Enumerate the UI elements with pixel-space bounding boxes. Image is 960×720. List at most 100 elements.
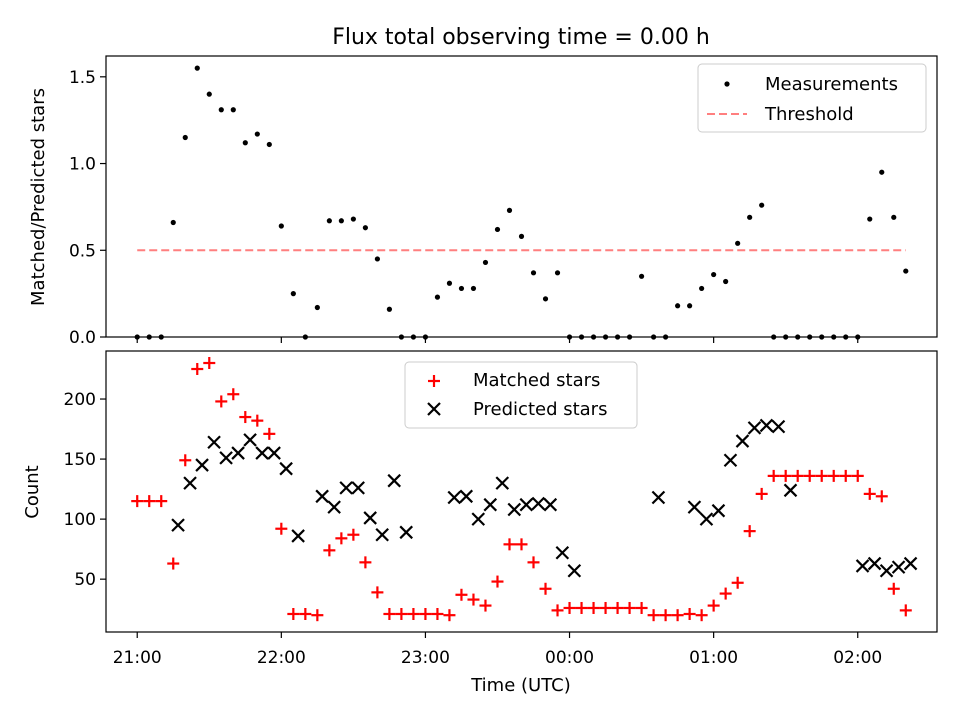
predicted-star-point <box>567 563 582 578</box>
predicted-star-point <box>363 511 377 525</box>
matched-star-point <box>215 395 228 408</box>
predicted-star-point <box>879 563 894 578</box>
predicted-star-point <box>315 489 329 504</box>
x-axis-label: Time (UTC) <box>470 675 571 696</box>
x-tick-label: 01:00 <box>689 648 738 668</box>
predicted-star-point <box>183 476 197 490</box>
bottom-legend: Matched stars Predicted stars <box>404 361 638 429</box>
bottom-y-tick-label: 50 <box>74 570 96 590</box>
chart-title: Flux total observing time = 0.00 h <box>332 25 710 50</box>
legend-matched-marker <box>428 375 440 387</box>
matched-star-point <box>395 607 408 620</box>
bottom-y-axis-label: Count <box>22 465 43 518</box>
measurement-point <box>254 131 260 137</box>
matched-star-point <box>275 522 288 535</box>
matched-star-point <box>443 609 456 622</box>
predicted-star-point <box>747 421 762 435</box>
top-y-tick-label: 0.5 <box>69 241 96 261</box>
matched-star-point <box>779 469 792 482</box>
legend-predicted-label: Predicted stars <box>473 399 607 420</box>
matched-star-point <box>743 525 756 538</box>
top-legend: Measurements Threshold <box>697 63 927 133</box>
matched-star-point <box>263 427 276 440</box>
measurement-point <box>506 207 513 213</box>
matched-star-point <box>131 495 144 508</box>
measurement-point <box>675 303 681 309</box>
predicted-star-point <box>255 446 269 460</box>
predicted-star-point <box>543 497 558 512</box>
measurement-point <box>759 202 765 208</box>
predicted-star-point <box>387 473 401 488</box>
x-tick-label: 22:00 <box>257 648 306 668</box>
measurement-point <box>747 214 753 220</box>
matched-star-point <box>527 556 540 569</box>
measurement-point <box>374 256 380 262</box>
bottom-y-tick-label: 150 <box>64 450 96 470</box>
matched-star-point <box>575 601 588 614</box>
predicted-star-point <box>195 458 209 472</box>
matched-star-point <box>815 469 828 482</box>
matched-star-point <box>503 538 516 551</box>
measurement-point <box>350 216 356 222</box>
predicted-star-point <box>783 483 798 498</box>
matched-star-point <box>191 363 204 376</box>
matched-star-point <box>587 601 600 614</box>
x-tick-label: 23:00 <box>401 648 450 668</box>
measurement-point <box>723 278 729 285</box>
matched-star-point <box>839 469 852 482</box>
predicted-star-point <box>459 489 474 504</box>
matched-star-point <box>419 607 432 620</box>
matched-star-point <box>863 487 876 500</box>
measurement-point <box>338 218 344 224</box>
predicted-star-point <box>759 418 774 433</box>
measurement-point <box>386 306 393 312</box>
matched-star-point <box>827 469 840 482</box>
matched-star-point <box>887 582 900 595</box>
measurement-point <box>891 214 897 220</box>
matched-star-point <box>851 469 864 482</box>
matched-star-point <box>671 609 684 622</box>
measurement-point <box>314 304 320 311</box>
matched-star-point <box>695 609 708 622</box>
predicted-star-point <box>723 453 738 468</box>
top-y-tick-label: 1.0 <box>69 155 96 175</box>
matched-star-point <box>767 469 780 482</box>
measurement-point <box>206 91 212 97</box>
predicted-star-point <box>327 500 341 514</box>
top-plot-frame <box>105 55 938 338</box>
measurement-point <box>290 291 296 297</box>
bottom-y-tick-label: 200 <box>64 390 96 410</box>
matched-star-point <box>383 607 396 620</box>
predicted-star-point <box>519 497 534 512</box>
x-tick-label: 00:00 <box>545 648 594 668</box>
measurement-point <box>266 141 272 148</box>
matched-star-point <box>599 601 612 614</box>
matched-star-point <box>239 411 252 424</box>
matched-star-point <box>731 576 744 589</box>
measurement-point <box>482 259 489 266</box>
measurement-point <box>170 219 176 226</box>
predicted-star-point <box>291 529 305 543</box>
matched-star-point <box>719 587 732 600</box>
measurement-point <box>470 285 477 292</box>
legend-measurements-marker <box>724 81 730 87</box>
x-tick-label: 02:00 <box>833 648 882 668</box>
matched-star-point <box>203 357 216 370</box>
measurement-point <box>446 280 453 286</box>
predicted-star-point <box>471 512 486 526</box>
predicted-star-point <box>351 481 365 495</box>
predicted-star-point <box>219 451 233 465</box>
matched-star-point <box>287 607 300 620</box>
measurement-point <box>867 216 873 222</box>
measurement-point <box>242 140 248 146</box>
predicted-star-point <box>267 446 281 460</box>
predicted-star-point <box>279 461 293 476</box>
matched-star-point <box>803 469 816 482</box>
measurement-point <box>735 240 741 246</box>
predicted-star-point <box>507 502 522 517</box>
matched-star-point <box>311 609 324 622</box>
matched-star-point <box>659 609 672 622</box>
legend-predicted-marker <box>427 402 441 416</box>
top-y-tick-label: 1.5 <box>69 68 96 88</box>
